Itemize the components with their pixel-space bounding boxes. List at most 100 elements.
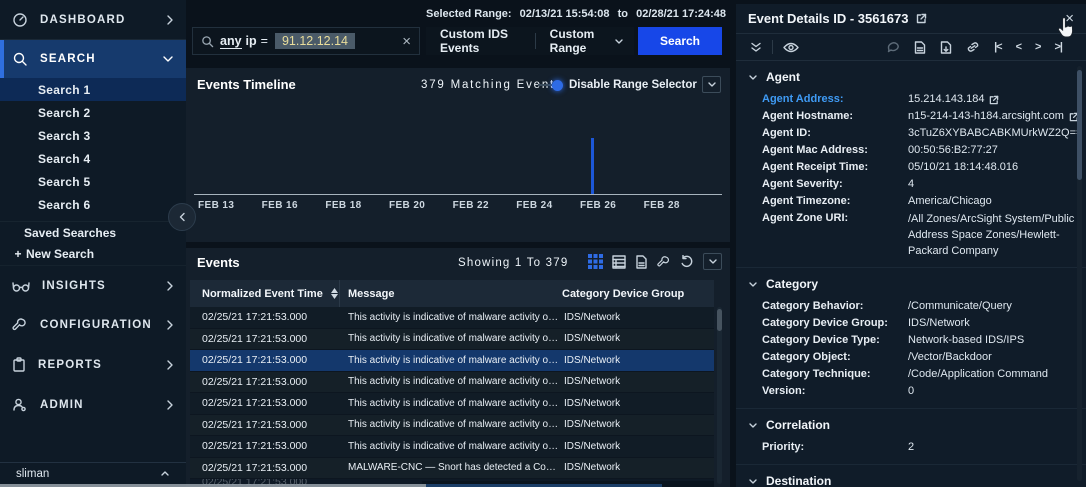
export-csv-icon[interactable] — [635, 254, 648, 269]
export-pdf-icon[interactable] — [914, 40, 926, 54]
field-value: /Vector/Backdoor — [908, 351, 992, 363]
field-row: Agent Hostname: n15-214-143-h184.arcsigh… — [736, 108, 1086, 125]
sub-item-label: Search 2 — [38, 105, 91, 120]
undo-icon[interactable] — [680, 255, 694, 268]
query-value[interactable]: 91.12.12.14 — [274, 33, 356, 49]
events-scrollbar[interactable] — [717, 307, 722, 484]
details-scrollbar[interactable] — [1077, 66, 1082, 481]
tick-label: FEB 28 — [643, 200, 680, 211]
custom-range-dropdown[interactable]: Custom Range — [536, 27, 634, 55]
field-row: Agent Mac Address: 00:50:56:B2:77:27 — [736, 142, 1086, 159]
sidebar-item-label: INSIGHTS — [42, 279, 106, 292]
expand-all-icon[interactable] — [750, 42, 762, 53]
sidebar-item-new-search[interactable]: + New Search — [0, 243, 186, 265]
event-details-panel: Event Details ID - 3561673 × — [736, 4, 1086, 487]
events-timeline-panel: Events Timeline 379 Matching Events Disa… — [186, 68, 730, 242]
table-row-selected[interactable]: 02/25/21 17:21:53.000 This activity is i… — [190, 350, 714, 372]
sidebar-item-search-1[interactable]: Search 1 — [0, 78, 186, 101]
sort-icon[interactable] — [330, 288, 338, 299]
close-icon[interactable]: × — [1065, 10, 1074, 27]
sidebar-item-search-6[interactable]: Search 6 — [0, 193, 186, 216]
previous-icon[interactable]: < — [1015, 41, 1023, 53]
sidebar-item-insights[interactable]: INSIGHTS — [0, 265, 186, 305]
details-header: Event Details ID - 3561673 × — [736, 4, 1086, 34]
field-value: IDS/Network — [908, 317, 970, 329]
next-icon[interactable]: > — [1035, 41, 1042, 53]
field-value: n15-214-143-h184.arcsight.com — [908, 108, 1079, 125]
column-header-message[interactable]: Message — [340, 288, 562, 300]
section-header[interactable]: Correlation — [736, 409, 1086, 439]
column-label: Normalized Event Time — [202, 287, 323, 300]
sidebar-item-admin[interactable]: ADMIN — [0, 385, 186, 425]
sidebar-item-label: SEARCH — [40, 53, 96, 65]
chevron-left-icon — [179, 212, 186, 222]
clear-search-icon[interactable]: × — [402, 32, 411, 50]
cell-group: IDS/Network — [564, 376, 621, 388]
column-header-group[interactable]: Category Device Group — [562, 288, 714, 300]
tools-icon[interactable] — [657, 255, 671, 269]
scrollbar-thumb[interactable] — [1077, 70, 1082, 180]
timeline-selection-bar — [591, 138, 594, 194]
sidebar-item-search-4[interactable]: Search 4 — [0, 147, 186, 170]
search-input[interactable]: any ip = 91.12.12.14 × — [192, 27, 420, 55]
matching-events-count: 379 Matching Events — [421, 79, 563, 91]
scrollbar-thumb[interactable] — [717, 309, 722, 331]
collapse-panel-button[interactable] — [702, 76, 721, 93]
search-button[interactable]: Search — [638, 27, 722, 55]
collapse-panel-button[interactable] — [703, 253, 722, 270]
events-panel: Events Showing 1 To 379 Nor — [186, 248, 730, 487]
table-row[interactable]: 02/25/21 17:21:53.000 This activity is i… — [190, 414, 714, 436]
annotate-icon[interactable] — [887, 41, 900, 53]
sidebar-item-dashboard[interactable]: DASHBOARD — [0, 0, 186, 40]
eye-icon[interactable] — [783, 42, 799, 53]
toggle-label: Disable Range Selector — [569, 79, 697, 91]
cell-group: IDS/Network — [564, 397, 621, 409]
field-label-link[interactable]: Agent Address: — [762, 93, 844, 105]
field-value: /Code/Application Command — [908, 368, 1049, 380]
showing-count: Showing 1 To 379 — [458, 257, 569, 269]
field-row: Agent Receipt Time: 05/10/21 18:14:48.01… — [736, 159, 1086, 176]
table-view-icon[interactable] — [612, 254, 626, 269]
section-header[interactable]: Category — [736, 268, 1086, 298]
first-page-icon[interactable]: |< — [994, 41, 1002, 53]
table-row[interactable]: 02/25/21 17:21:53.000 This activity is i… — [190, 371, 714, 393]
sidebar-item-search[interactable]: SEARCH — [0, 40, 186, 78]
cursor-pointer — [1056, 16, 1076, 40]
table-row[interactable]: 02/25/21 17:21:53.000 This activity is i… — [190, 307, 714, 329]
link-icon[interactable] — [966, 42, 980, 52]
export-csv-icon[interactable] — [940, 40, 952, 54]
field-row: Agent Severity: 4 — [736, 176, 1086, 193]
table-row[interactable]: 02/25/21 17:21:53.000 This activity is i… — [190, 328, 714, 350]
user-menu[interactable]: sliman — [0, 462, 186, 484]
table-row[interactable]: 02/25/21 17:21:53.000 This activity is i… — [190, 393, 714, 415]
sidebar-item-search-5[interactable]: Search 5 — [0, 170, 186, 193]
field-value: Network-based IDS/IPS — [908, 334, 1025, 346]
field-row: Category Device Group: IDS/Network — [736, 315, 1086, 332]
section-header[interactable]: Destination — [736, 465, 1086, 487]
table-row[interactable]: 02/25/21 17:21:53.000 MALWARE-CNC — Snor… — [190, 457, 714, 479]
grid-view-icon[interactable] — [588, 254, 603, 269]
section-header[interactable]: Agent — [736, 61, 1086, 91]
sidebar-item-configuration[interactable]: CONFIGURATION — [0, 305, 186, 345]
last-page-icon[interactable]: >| — [1054, 41, 1062, 53]
query-field: ip — [245, 34, 257, 48]
disable-range-selector-toggle[interactable]: Disable Range Selector — [538, 79, 697, 91]
custom-ids-events-button[interactable]: Custom IDS Events — [426, 27, 535, 55]
sidebar-collapse-button[interactable] — [168, 203, 196, 231]
field-label: Version: — [762, 385, 806, 397]
field-row: Category Device Type: Network-based IDS/… — [736, 332, 1086, 349]
sidebar-item-search-3[interactable]: Search 3 — [0, 124, 186, 147]
chevron-right-icon — [166, 359, 174, 371]
open-in-new-icon[interactable] — [989, 95, 999, 105]
sidebar-item-reports[interactable]: REPORTS — [0, 345, 186, 385]
sidebar-item-search-2[interactable]: Search 2 — [0, 101, 186, 124]
open-in-new-icon[interactable] — [916, 13, 927, 24]
section-destination: Destination Destination Address: 124.12.… — [736, 465, 1086, 487]
sidebar-item-saved-searches[interactable]: Saved Searches — [0, 221, 186, 243]
table-row[interactable]: 02/25/21 17:21:53.000 This activity is i… — [190, 436, 714, 458]
field-label: Agent Timezone: — [762, 195, 851, 207]
range-start: 02/13/21 15:54:08 — [519, 8, 610, 20]
cell-time: 02/25/21 17:21:53.000 — [202, 418, 308, 431]
selected-range-label: Selected Range: — [425, 8, 512, 20]
column-header-time[interactable]: Normalized Event Time — [190, 280, 340, 307]
